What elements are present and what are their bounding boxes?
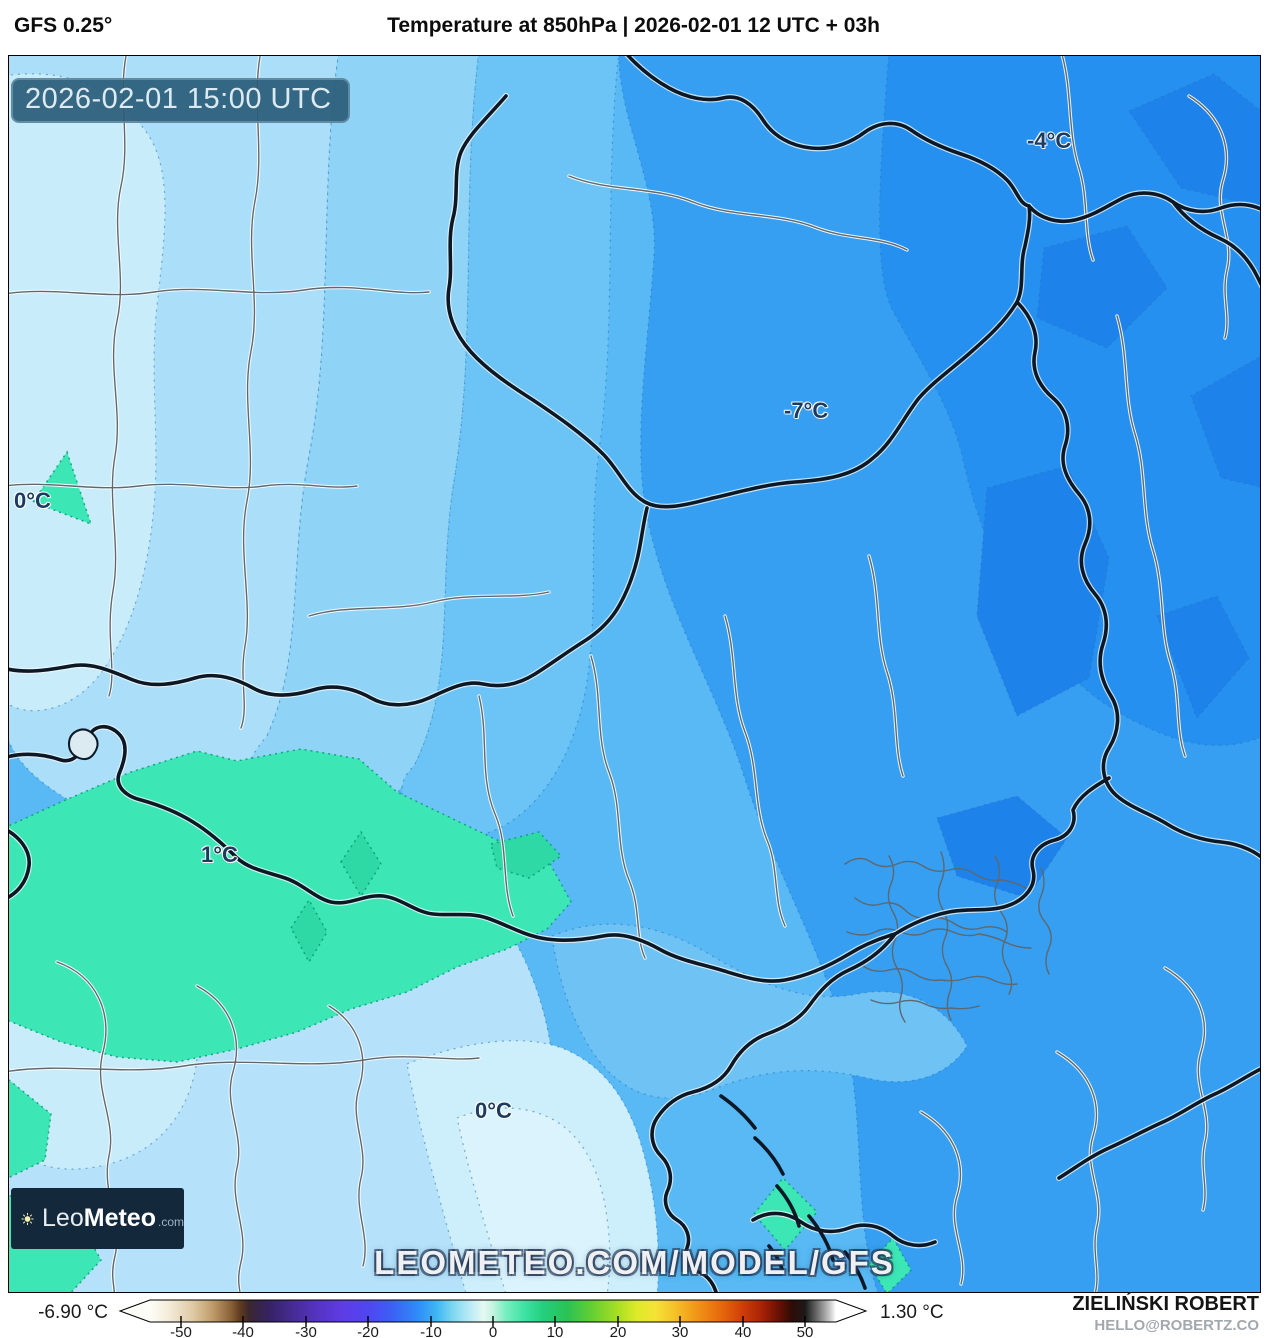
map-canvas [9, 56, 1260, 1292]
fill-pale-west [9, 73, 166, 712]
svg-text:0: 0 [489, 1324, 497, 1338]
model-label: GFS 0.25° [14, 14, 113, 37]
sun-icon [21, 1212, 34, 1225]
country-borders [9, 56, 1260, 1292]
weather-map: 2026-02-01 15:00 UTC 0°C -4°C -7°C 1°C 0… [8, 55, 1261, 1293]
region-borders [9, 56, 1231, 1292]
svg-text:40: 40 [735, 1324, 752, 1338]
contact-credit: HELLO@ROBERTZ.CO [1094, 1317, 1259, 1334]
header: GFS 0.25° Temperature at 850hPa | 2026-0… [0, 0, 1267, 55]
svg-text:10: 10 [547, 1324, 564, 1338]
logo-text: LeoMeteo .com [42, 1204, 184, 1232]
temp-label-0c-coast: 0°C [475, 1098, 512, 1123]
colorbar-min-label: -6.90 °C [38, 1302, 108, 1323]
svg-text:30: 30 [672, 1324, 689, 1338]
svg-text:-40: -40 [232, 1324, 254, 1338]
svg-text:20: 20 [610, 1324, 627, 1338]
colorbar-ticks [180, 1316, 806, 1327]
svg-text:-30: -30 [295, 1324, 317, 1338]
author-credit: ZIELIŃSKI ROBERT [1072, 1293, 1259, 1315]
svg-text:-10: -10 [420, 1324, 442, 1338]
fill-medium-band [240, 56, 480, 845]
colorbar-max-label: 1.30 °C [880, 1302, 944, 1323]
watermark: LEOMETEO.COM/MODEL/GFS [374, 1244, 895, 1281]
fill-palest-adriatic [456, 1107, 611, 1292]
temp-label-minus4c: -4°C [1027, 128, 1072, 153]
fill-medium-south-center [551, 923, 968, 1099]
temperature-fill-regions [9, 56, 1260, 1292]
temp-label-0c-west: 0°C [14, 488, 51, 513]
temp-label-minus7c: -7°C [784, 398, 829, 423]
page-title: Temperature at 850hPa | 2026-02-01 12 UT… [387, 14, 880, 37]
svg-text:50: 50 [797, 1324, 814, 1338]
fill-medium-deep-band [401, 56, 620, 837]
timestamp-badge: 2026-02-01 15:00 UTC [11, 78, 350, 123]
svg-text:-50: -50 [170, 1324, 192, 1338]
svg-text:-20: -20 [357, 1324, 379, 1338]
temp-label-1c: 1°C [201, 842, 238, 867]
lake-constance [67, 728, 99, 761]
logo: LeoMeteo .com [11, 1188, 184, 1249]
colorbar: -50 -40 -30 -20 -10 0 10 20 30 40 50 -6.… [38, 1299, 944, 1338]
colorbar-tick-labels: -50 -40 -30 -20 -10 0 10 20 30 40 50 [170, 1324, 813, 1338]
teal-warm-regions [9, 450, 912, 1292]
fill-deeper-northeast [879, 56, 1260, 747]
teal-alps-band [9, 748, 572, 1063]
